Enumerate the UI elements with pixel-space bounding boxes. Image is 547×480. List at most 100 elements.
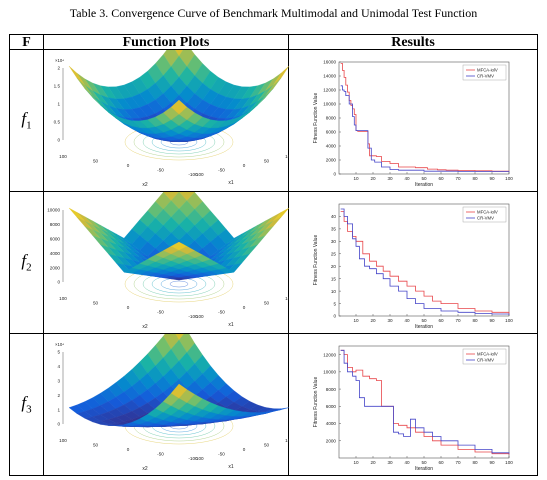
x-tick-label: 0 xyxy=(243,447,246,452)
table-caption: Table 3. Convergence Curve of Benchmark … xyxy=(69,6,478,20)
x-axis-label: Iteration xyxy=(415,466,433,472)
table-row: f2 1000080006000400020000F2(x1, x2)10050… xyxy=(9,191,538,334)
y-tick-label: 50 xyxy=(93,443,99,448)
y-tick-label: 100 xyxy=(59,296,67,301)
x-tick-label: 0 xyxy=(243,305,246,310)
y-tick-label: 2000 xyxy=(326,438,337,443)
z-tick-label: 0 xyxy=(57,422,60,427)
y-tick-label: 4000 xyxy=(326,421,337,426)
series-line xyxy=(340,349,510,454)
z-tick-label: 4000 xyxy=(50,251,61,256)
z-tick-label: 3 xyxy=(57,379,60,384)
y-tick-label: 35 xyxy=(331,227,337,232)
x-tick-label: 100 xyxy=(505,460,513,465)
x-tick-label: 60 xyxy=(438,318,444,323)
header-function-plots: Function Plots xyxy=(43,34,289,50)
series-line xyxy=(340,208,510,315)
x-tick-label: 30 xyxy=(387,176,393,181)
y-axis-label: x2 xyxy=(142,182,148,188)
x-tick-label: 100 xyxy=(505,176,513,181)
surface-patch xyxy=(170,383,188,399)
surface-plot-cell: 5 4 3 2 1 0 ×10⁴ F3(x1, x2) 100 50 0 -50 -100-100 -50… xyxy=(43,333,289,476)
y-axis-label: Fitness Function Value xyxy=(313,377,319,428)
y-tick-label: 100 xyxy=(59,438,67,443)
legend-label: MFCA-iolV xyxy=(477,210,498,215)
x-tick-label: -100 xyxy=(194,314,204,319)
y-tick-label: 50 xyxy=(93,301,99,306)
x-tick-label: -50 xyxy=(218,452,225,457)
x-tick-label: 100 xyxy=(285,154,289,159)
z-exponent: ×10⁴ xyxy=(55,342,64,347)
x-axis-label: Iteration xyxy=(415,182,433,188)
z-tick-label: 0.5 xyxy=(54,120,61,125)
x-axis-label: Iteration xyxy=(415,324,433,330)
z-tick-label: 2000 xyxy=(50,265,61,270)
x-tick-label: 80 xyxy=(472,460,478,465)
z-tick-label: 8000 xyxy=(50,222,61,227)
z-tick-label: 0 xyxy=(57,280,60,285)
header-row: F Function Plots Results xyxy=(9,34,538,50)
plot-area xyxy=(338,345,510,459)
x-tick-label: 70 xyxy=(455,318,461,323)
y-tick-label: 15 xyxy=(331,276,337,281)
function-label: f1 xyxy=(9,49,44,192)
series-line xyxy=(340,349,510,455)
x-tick-label: -50 xyxy=(218,168,225,173)
x-tick-label: 80 xyxy=(472,176,478,181)
x-tick-label: 10 xyxy=(353,318,359,323)
x-tick-label: 20 xyxy=(370,318,376,323)
x-tick-label: 50 xyxy=(421,460,427,465)
x-tick-label: 30 xyxy=(387,460,393,465)
x-tick-label: 10 xyxy=(353,176,359,181)
x-tick-label: 100 xyxy=(505,318,513,323)
x-tick-label: 50 xyxy=(264,159,270,164)
y-axis-label: Fitness Function Value xyxy=(313,93,319,144)
z-tick-label: 10000 xyxy=(47,208,60,213)
x-tick-label: 50 xyxy=(421,176,427,181)
legend-label: MFCA-iolV xyxy=(477,352,498,357)
x-tick-label: 40 xyxy=(404,176,410,181)
surface-mesh xyxy=(68,334,289,428)
header-results: Results xyxy=(288,34,538,50)
x-axis-label: x1 xyxy=(228,464,234,470)
z-tick-label: 5 xyxy=(57,350,60,355)
legend-label: MFCA-iolV xyxy=(477,68,498,73)
convergence-cell: 40 35 30 25 20 15 10 5 0 10 20 30 40 50 60 70 80 90 100 Ite… xyxy=(288,191,538,334)
x-axis-label: x1 xyxy=(228,180,234,186)
contour-ring xyxy=(169,280,189,288)
z-exponent: ×10⁴ xyxy=(55,58,64,63)
surface-plot-f1: 2 1.5 1 0.5 0 ×10⁴ F1(x1, x2) 100 50 0 -50 -100-100… xyxy=(44,50,289,188)
y-tick-label: 10000 xyxy=(323,370,336,375)
surface-mesh xyxy=(68,50,289,142)
series-line xyxy=(340,63,510,172)
plot-area xyxy=(338,61,510,175)
x-tick-label: 20 xyxy=(370,176,376,181)
table-row: f1 21.510.50×10⁴F1(x1, x2)100500-50-100-… xyxy=(9,49,538,192)
y-tick-label: 30 xyxy=(331,239,337,244)
z-axis-label: F1(x1, x2) xyxy=(44,92,45,115)
series-line xyxy=(340,85,510,172)
surface-plot-f3: 5 4 3 2 1 0 ×10⁴ F3(x1, x2) 100 50 0 -50 -100-100 -50… xyxy=(44,334,289,472)
x-tick-label: 60 xyxy=(438,176,444,181)
x-tick-label: 60 xyxy=(438,460,444,465)
x-tick-label: 0 xyxy=(243,163,246,168)
y-tick-label: 8000 xyxy=(326,116,337,121)
legend-label: CR-VMV xyxy=(477,74,494,79)
surface-patch xyxy=(273,65,289,86)
z-axis-label: F3(x1, x2) xyxy=(44,376,45,399)
x-tick-label: -100 xyxy=(194,456,204,461)
y-axis-label: x2 xyxy=(142,466,148,472)
y-tick-label: 12000 xyxy=(323,88,336,93)
y-tick-label: -50 xyxy=(157,310,164,315)
y-tick-label: 10 xyxy=(331,289,337,294)
x-tick-label: 50 xyxy=(264,443,270,448)
y-tick-label: 6000 xyxy=(326,404,337,409)
function-label: f2 xyxy=(9,191,44,334)
y-tick-label: 100 xyxy=(59,154,67,159)
surface-plot-cell: 10000 8000 6000 4000 2000 0 F2(x1, x2) 100 50 0 -5… xyxy=(43,191,289,334)
x-tick-label: 10 xyxy=(353,460,359,465)
x-tick-label: 40 xyxy=(404,460,410,465)
